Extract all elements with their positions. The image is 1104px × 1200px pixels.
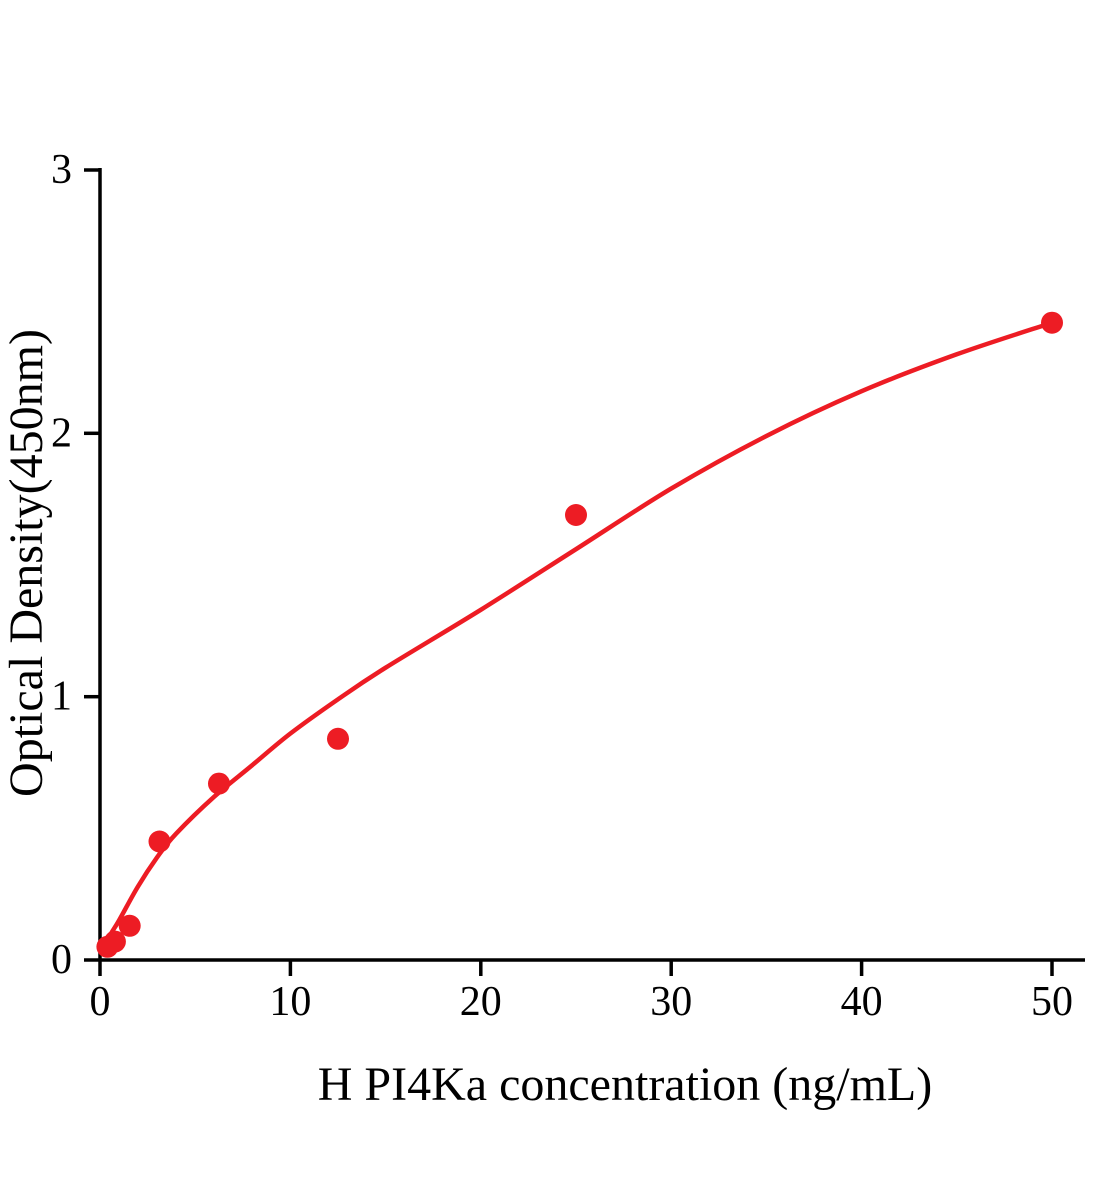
- data-point: [118, 914, 141, 937]
- fit-curve-path: [101, 320, 1055, 955]
- x-tick-label: 20: [460, 979, 502, 1025]
- data-point: [1041, 311, 1063, 334]
- data-point: [103, 930, 126, 953]
- x-tick-label: 10: [269, 979, 311, 1025]
- y-tick-label: 3: [51, 147, 72, 193]
- data-point: [327, 727, 349, 750]
- y-tick-label: 2: [51, 410, 72, 456]
- y-axis-ticks: 0 1 2 3: [51, 147, 100, 983]
- y-tick-label: 1: [51, 674, 72, 720]
- x-tick-label: 50: [1031, 979, 1073, 1025]
- x-tick-label: 0: [90, 979, 111, 1025]
- x-tick-label: 40: [841, 979, 883, 1025]
- y-axis-title: Optical Density(450nm): [0, 329, 53, 797]
- x-axis-ticks: 0 10 20 30 40 50: [90, 960, 1073, 1025]
- data-point: [208, 772, 230, 795]
- x-tick-label: 30: [650, 979, 692, 1025]
- data-point: [148, 830, 171, 853]
- fit-curve: [101, 320, 1055, 955]
- data-points: [96, 311, 1063, 958]
- x-axis-title: H PI4Ka concentration (ng/mL): [318, 1058, 932, 1111]
- data-point: [565, 504, 587, 526]
- y-tick-label: 0: [51, 937, 72, 983]
